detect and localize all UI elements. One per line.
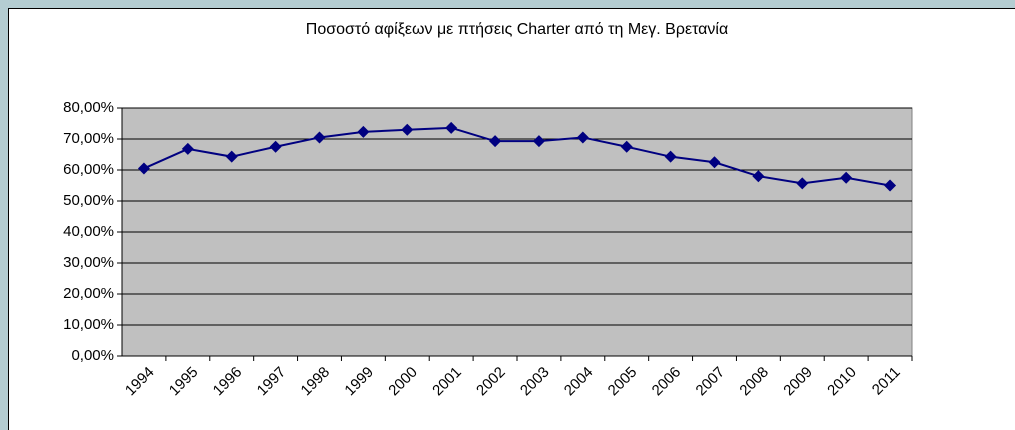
- marker: [532, 135, 545, 148]
- marker: [445, 121, 458, 134]
- marker: [796, 177, 809, 190]
- marker: [752, 170, 765, 183]
- y-tick-label: 50,00%: [63, 192, 114, 209]
- marker: [664, 150, 677, 163]
- y-tick-label: 80,00%: [63, 99, 114, 116]
- y-tick-label: 70,00%: [63, 130, 114, 147]
- marker: [401, 123, 414, 136]
- marker: [225, 150, 238, 163]
- y-tick-label: 0,00%: [71, 347, 114, 364]
- marker: [313, 131, 326, 144]
- marker: [269, 140, 282, 153]
- marker: [840, 171, 853, 184]
- y-tick-label: 20,00%: [63, 285, 114, 302]
- y-tick-label: 30,00%: [63, 254, 114, 271]
- marker: [708, 156, 721, 169]
- marker: [576, 131, 589, 144]
- y-tick-label: 40,00%: [63, 223, 114, 240]
- marker: [620, 140, 633, 153]
- y-tick-label: 10,00%: [63, 316, 114, 333]
- marker: [884, 179, 897, 192]
- y-tick-label: 60,00%: [63, 161, 114, 178]
- chart-title: Ποσοστό αφίξεων με πτήσεις Charter από τ…: [306, 21, 728, 38]
- marker: [489, 135, 502, 148]
- series-line: [143, 126, 891, 187]
- marker: [137, 162, 150, 175]
- marker: [357, 125, 370, 138]
- marker: [181, 142, 194, 155]
